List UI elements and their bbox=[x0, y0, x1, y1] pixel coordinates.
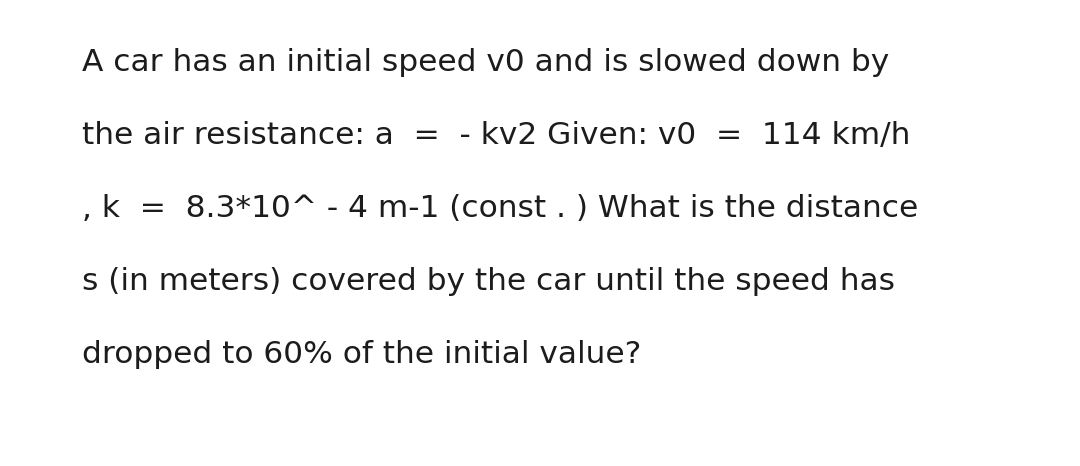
Text: the air resistance: a  =  - kv2 Given: v0  =  114 km/h: the air resistance: a = - kv2 Given: v0 … bbox=[82, 121, 910, 150]
Text: A car has an initial speed v0 and is slowed down by: A car has an initial speed v0 and is slo… bbox=[82, 48, 889, 77]
Text: dropped to 60% of the initial value?: dropped to 60% of the initial value? bbox=[82, 340, 642, 369]
Text: , k  =  8.3*10^ - 4 m-1 (const . ) What is the distance: , k = 8.3*10^ - 4 m-1 (const . ) What is… bbox=[82, 194, 918, 223]
Text: s (in meters) covered by the car until the speed has: s (in meters) covered by the car until t… bbox=[82, 267, 895, 296]
